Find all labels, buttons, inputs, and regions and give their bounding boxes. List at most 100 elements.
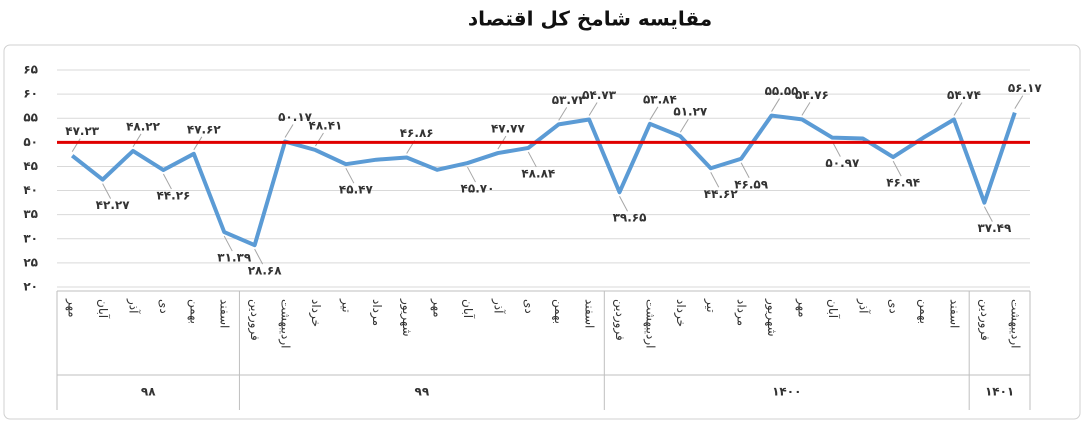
y-tick-label: ۳۵: [23, 207, 38, 221]
x-tick-label: مرداد: [369, 299, 384, 326]
x-tick-label: خرداد: [308, 299, 323, 327]
leader-line: [345, 167, 355, 184]
x-tick-label: آذر: [855, 298, 871, 314]
leader-line: [254, 248, 264, 265]
group-label: ۱۴۰۱: [985, 385, 1014, 399]
leader-line: [223, 235, 233, 252]
leader-line: [801, 102, 811, 116]
data-label: ۴۴.۲۶: [156, 189, 190, 203]
x-tick-label: تیر: [338, 298, 353, 313]
data-label: ۴۶.۵۹: [734, 177, 769, 191]
leader-line: [558, 107, 568, 121]
data-label: ۴۶.۹۴: [886, 176, 920, 190]
y-tick-label: ۳۰: [23, 231, 38, 245]
x-tick-label: آبان: [461, 299, 476, 319]
data-label: ۴۸.۲۲: [126, 119, 161, 133]
x-tick-label: مهر: [65, 298, 80, 318]
data-label: ۵۴.۷۶: [795, 88, 829, 102]
leader-line: [467, 166, 476, 183]
data-label: ۴۷.۷۷: [491, 122, 526, 136]
data-label: ۴۷.۲۳: [65, 124, 100, 138]
x-tick-label: تیر: [703, 298, 718, 313]
x-tick-label: اسفند: [583, 299, 597, 328]
data-label: ۴۴.۶۲: [704, 187, 739, 201]
data-label: ۵۳.۸۴: [643, 92, 677, 106]
leader-line: [315, 132, 324, 147]
x-tick-label: فروردین: [612, 299, 627, 341]
y-tick-label: ۵۵: [23, 111, 38, 125]
data-label: ۵۴.۷۳: [582, 88, 617, 102]
data-label: ۳۷.۴۹: [977, 221, 1012, 235]
y-tick-label: ۶۵: [23, 63, 38, 77]
data-label: ۴۶.۸۶: [400, 126, 434, 140]
data-label: ۵۶.۱۷: [1008, 81, 1043, 95]
x-tick-label: مهر: [794, 298, 809, 318]
leader-line: [162, 173, 172, 190]
leader-line: [710, 172, 720, 188]
leader-line: [740, 162, 750, 179]
data-label: ۵۰.۹۷: [825, 156, 860, 170]
leader-line: [284, 124, 294, 138]
leader-line: [649, 106, 659, 121]
x-tick-label: اردیبهشت: [642, 299, 657, 348]
data-label: ۴۸.۴۱: [309, 119, 343, 133]
data-label: ۴۵.۴۷: [339, 183, 374, 197]
y-tick-label: ۲۰: [23, 280, 38, 294]
leader-line: [771, 98, 780, 112]
x-tick-label: آذر: [126, 298, 142, 314]
data-label: ۵۰.۱۷: [278, 110, 313, 124]
chart-title: مقایسه شامخ کل اقتصاد: [468, 7, 712, 31]
x-tick-label: اسفند: [218, 299, 232, 328]
x-tick-label: شهریور: [399, 298, 414, 337]
leader-line: [983, 206, 993, 222]
data-label: ۲۸.۶۸: [248, 264, 283, 278]
data-label: ۴۷.۶۲: [187, 122, 222, 136]
leader-line: [71, 138, 81, 152]
leader-line: [679, 118, 689, 133]
x-tick-label: بهمن: [186, 299, 201, 324]
y-tick-label: ۶۰: [23, 87, 38, 101]
leader-line: [1014, 95, 1024, 109]
x-tick-label: آبان: [826, 299, 841, 319]
x-tick-label: خرداد: [673, 299, 688, 327]
data-label: ۳۹.۶۵: [613, 211, 647, 225]
y-tick-label: ۴۵: [23, 159, 38, 173]
x-tick-label: آذر: [490, 298, 506, 314]
data-label: ۴۲.۲۷: [96, 198, 131, 212]
data-label: ۴۸.۸۴: [521, 166, 555, 180]
group-label: ۱۴۰۰: [772, 385, 801, 399]
data-label: ۴۵.۷۰: [461, 182, 495, 196]
leader-line: [831, 141, 841, 157]
x-tick-label: مهر: [430, 298, 445, 318]
x-tick-label: فروردین: [977, 299, 992, 341]
x-tick-label: بهمن: [916, 299, 931, 324]
leader-line: [953, 102, 963, 116]
data-label: ۵۴.۷۴: [947, 88, 981, 102]
x-tick-label: اردیبهشت: [1007, 299, 1022, 348]
x-tick-label: آبان: [96, 299, 111, 319]
x-tick-label: بهمن: [551, 299, 566, 324]
x-tick-label: دی: [157, 299, 171, 314]
y-tick-label: ۵۰: [23, 135, 38, 149]
leader-line: [619, 196, 628, 212]
x-tick-label: دی: [522, 299, 536, 314]
data-label: ۵۳.۷۳: [552, 93, 587, 107]
chart-frame: [3, 44, 1081, 420]
leader-line: [132, 133, 142, 148]
data-label: ۵۱.۲۷: [673, 105, 708, 119]
x-tick-label: دی: [887, 299, 901, 314]
x-tick-label: فروردین: [247, 299, 262, 341]
leader-line: [102, 183, 112, 199]
leader-line: [588, 102, 598, 116]
x-tick-label: اردیبهشت: [278, 299, 293, 348]
y-tick-label: ۴۰: [23, 183, 38, 197]
leader-line: [892, 160, 902, 177]
group-label: ۹۹: [415, 385, 430, 399]
data-line: [70, 111, 1017, 248]
group-label: ۹۸: [141, 385, 156, 399]
x-tick-label: اسفند: [947, 299, 961, 328]
x-tick-label: شهریور: [764, 298, 779, 337]
y-tick-label: ۲۵: [23, 255, 38, 269]
data-label: ۵۵.۵۵: [765, 84, 799, 98]
